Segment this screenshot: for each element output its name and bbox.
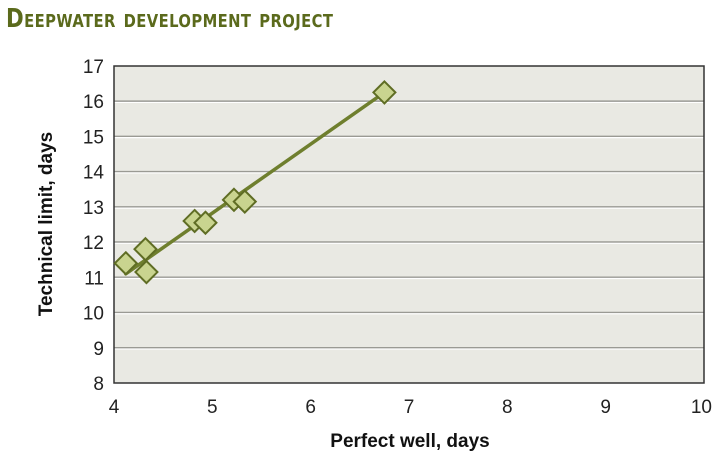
y-tick-label: 12 [83, 233, 104, 254]
grid-lines [114, 100, 704, 350]
data-point [372, 80, 397, 105]
data-points [113, 80, 397, 285]
plot-frame [113, 65, 705, 384]
y-tick-label: 9 [93, 339, 104, 360]
y-tick-label: 10 [83, 304, 104, 325]
x-tick-label: 4 [109, 397, 120, 418]
x-axis-title: Perfect well, days [330, 431, 489, 452]
x-tick-label: 9 [600, 397, 611, 418]
data-point [133, 236, 158, 262]
y-tick-label: 14 [83, 163, 105, 184]
trendline [124, 90, 387, 276]
x-tick-label: 5 [207, 397, 218, 418]
y-tick-label: 17 [83, 57, 104, 78]
y-tick-label: 11 [84, 268, 104, 289]
data-point [232, 189, 258, 215]
x-tick-label: 10 [691, 397, 712, 418]
y-tick-label: 8 [93, 374, 104, 395]
x-tick-label: 8 [502, 397, 513, 418]
x-tick-label: 7 [404, 397, 415, 418]
y-tick-label: 16 [83, 92, 104, 113]
x-tick-label: 6 [305, 397, 316, 418]
data-point [134, 259, 159, 285]
y-tick-label: 15 [83, 127, 104, 148]
y-axis-ticks: 8 9 10 11 12 13 14 15 16 17 [83, 57, 105, 395]
data-point [193, 210, 218, 236]
y-axis-title: Technical limit, days [36, 132, 57, 316]
x-axis-ticks: 4 5 6 7 8 9 10 [109, 397, 712, 418]
data-point [113, 250, 139, 276]
chart-title: Deepwater development project [6, 4, 334, 34]
y-tick-label: 13 [83, 198, 104, 219]
